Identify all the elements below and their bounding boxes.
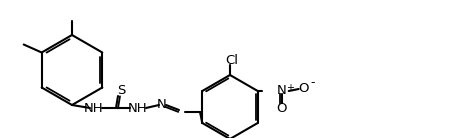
Text: Cl: Cl bbox=[226, 54, 239, 67]
Text: -: - bbox=[311, 76, 315, 90]
Text: NH: NH bbox=[128, 102, 148, 115]
Text: O: O bbox=[277, 103, 287, 116]
Text: N: N bbox=[157, 98, 167, 111]
Text: N: N bbox=[277, 84, 286, 98]
Text: S: S bbox=[117, 84, 125, 98]
Text: +: + bbox=[286, 83, 294, 93]
Text: O: O bbox=[299, 83, 309, 95]
Text: NH: NH bbox=[84, 102, 104, 115]
